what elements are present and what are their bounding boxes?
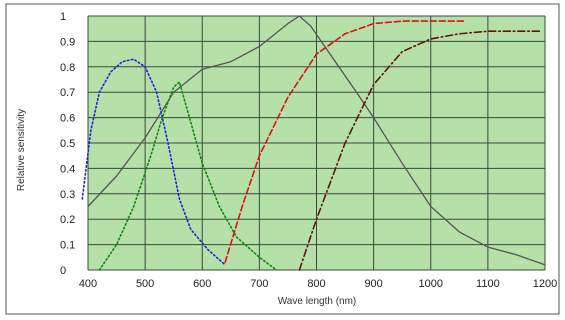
x-tick-label: 500	[136, 278, 154, 290]
x-tick-label: 900	[364, 278, 382, 290]
series-line-2	[81, 58, 226, 266]
y-tick-label: 0.9	[60, 36, 75, 48]
series-group	[81, 15, 546, 271]
y-tick-label: 0.3	[60, 189, 75, 201]
y-tick-label: 0.5	[60, 138, 75, 150]
x-tick-label: 1200	[533, 278, 557, 290]
x-tick-label: 1000	[419, 278, 443, 290]
y-tick-label: 1	[60, 11, 66, 23]
x-axis-ticks: 400 500 600 700 800 900 1000 1100 1200	[79, 278, 557, 290]
x-tick-label: 400	[79, 278, 97, 290]
y-tick-label: 0	[60, 265, 66, 277]
y-tick-label: 0.4	[60, 163, 75, 175]
x-tick-label: 600	[193, 278, 211, 290]
grid	[87, 15, 546, 271]
x-tick-label: 700	[250, 278, 268, 290]
series-line-4	[224, 20, 466, 264]
x-tick-label: 800	[307, 278, 325, 290]
x-tick-label: 1100	[476, 278, 500, 290]
series-line-1	[87, 15, 546, 266]
y-tick-label: 0.1	[60, 240, 75, 252]
y-tick-label: 0.2	[60, 214, 75, 226]
y-tick-label: 0.6	[60, 113, 75, 125]
y-axis-label: Relative sensitivity	[16, 109, 27, 191]
figure-border	[5, 3, 560, 315]
y-tick-label: 0.8	[60, 62, 75, 74]
series-line-3	[98, 81, 278, 271]
y-axis-ticks: 0 0.1 0.2 0.3 0.4 0.5 0.6 0.7 0.8 0.9 1	[60, 11, 75, 277]
x-axis-label: Wave length (nm)	[278, 296, 357, 307]
series-line-5	[298, 30, 541, 271]
y-tick-label: 0.7	[60, 87, 75, 99]
